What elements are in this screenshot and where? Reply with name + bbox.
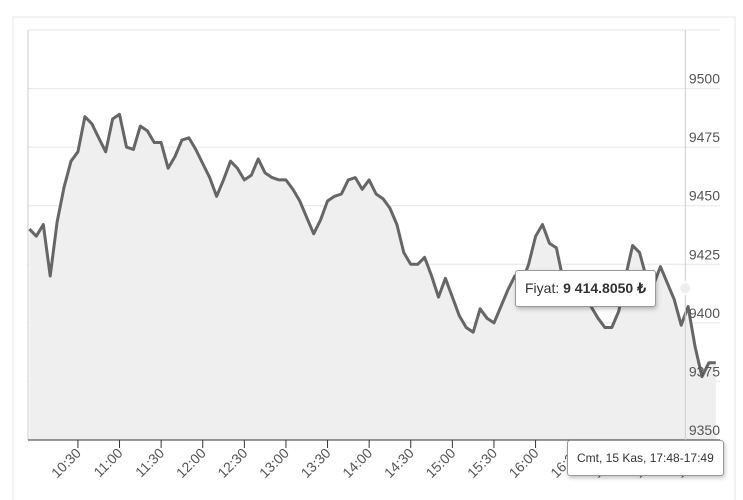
hover-marker <box>678 281 693 296</box>
tooltip-label: Fiyat: <box>525 280 560 296</box>
x-tick-label: 14:30 <box>381 445 417 481</box>
x-tick-label: 14:00 <box>339 445 375 481</box>
x-tick-label: 16:00 <box>506 445 542 481</box>
y-tick-label: 9475 <box>689 129 720 145</box>
area <box>29 114 716 441</box>
x-tick-label: 12:30 <box>214 445 250 481</box>
price-line <box>28 112 716 379</box>
x-tick-label: 13:00 <box>256 445 292 481</box>
x-tick-label: 12:00 <box>173 445 209 481</box>
tooltip: Fiyat: 9 414.8050 ₺ <box>515 270 656 307</box>
date-tooltip: Cmt, 15 Kas, 17:48-17:49 <box>567 440 724 476</box>
y-tick-label: 9500 <box>689 71 720 87</box>
x-tick-label: 11:30 <box>132 445 168 481</box>
y-tick-label: 9400 <box>689 305 720 321</box>
x-tick-label: 13:30 <box>298 445 334 481</box>
x-tick-label: 10:30 <box>48 445 84 481</box>
y-tick-label: 9375 <box>689 363 720 379</box>
tooltip-date: Cmt, 15 Kas, 17:48-17:49 <box>577 451 714 465</box>
y-tick-label: 9425 <box>689 246 720 262</box>
x-tick-label: 15:30 <box>464 445 500 481</box>
y-tick-label: 9450 <box>689 188 720 204</box>
x-tick-label: 11:00 <box>90 445 126 481</box>
x-tick-label: 15:00 <box>422 445 458 481</box>
tooltip-value: 9 414.8050 ₺ <box>563 280 646 296</box>
y-tick-label: 9350 <box>689 422 720 438</box>
frame <box>12 16 736 500</box>
